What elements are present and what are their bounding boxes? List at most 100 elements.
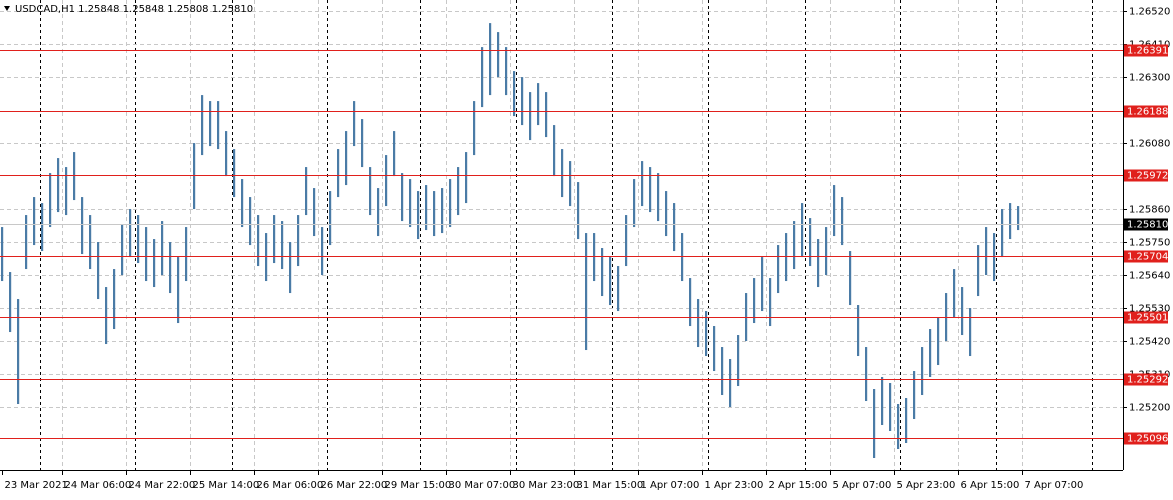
level-label-bg <box>1124 311 1168 324</box>
price-bar <box>41 203 44 252</box>
price-bar <box>649 167 652 213</box>
price-bar <box>25 215 28 270</box>
x-tick-label: 5 Apr 23:00 <box>897 480 956 491</box>
price-bar <box>201 95 204 156</box>
price-bar <box>633 179 636 228</box>
price-bar <box>961 287 964 336</box>
level-label-bg <box>1124 432 1168 445</box>
price-bar <box>801 203 804 258</box>
price-bar <box>257 215 260 267</box>
price-bar <box>473 101 476 156</box>
price-bar <box>865 347 868 402</box>
price-bar <box>329 191 332 246</box>
price-bar <box>345 131 348 186</box>
price-bar <box>161 221 164 276</box>
level-label: 1.26188 <box>1127 107 1168 118</box>
price-bar <box>33 197 36 246</box>
price-bar <box>721 347 724 396</box>
level-label-bg <box>1124 250 1168 263</box>
price-bar <box>441 188 444 234</box>
price-bar <box>905 398 908 444</box>
price-bar <box>833 185 836 237</box>
current-price-label: 1.25810 <box>1127 220 1168 231</box>
price-bar <box>929 329 932 378</box>
y-tick-label: 1.25750 <box>1129 238 1170 249</box>
price-bar <box>857 305 860 357</box>
level-label: 1.25501 <box>1127 313 1168 324</box>
price-bar <box>777 245 780 294</box>
price-bar <box>377 188 380 237</box>
price-bar <box>481 47 484 108</box>
price-bar <box>433 191 436 237</box>
price-bar <box>793 221 796 270</box>
price-bar <box>425 185 428 231</box>
price-bar <box>817 239 820 288</box>
price-bar <box>265 233 268 282</box>
price-bar <box>825 227 828 276</box>
price-bar <box>1009 203 1012 240</box>
price-bar <box>993 233 996 282</box>
marks <box>0 23 1123 459</box>
chart-title: USDCAD,H1 1.25848 1.25848 1.25808 1.2581… <box>15 4 253 15</box>
price-bar <box>697 299 700 348</box>
price-bar <box>705 311 708 357</box>
x-tick-label: 1 Apr 23:00 <box>705 480 764 491</box>
price-bar <box>785 233 788 282</box>
y-tick-label: 1.25640 <box>1129 271 1170 282</box>
price-bar <box>769 278 772 327</box>
price-bar <box>593 233 596 282</box>
price-bar <box>753 278 756 324</box>
price-bar <box>81 197 84 255</box>
price-bar <box>921 347 924 396</box>
price-bar <box>233 149 236 198</box>
price-bar <box>521 77 524 126</box>
price-bar <box>409 179 412 228</box>
price-bar <box>49 173 52 228</box>
price-bar <box>737 335 740 387</box>
price-bar <box>641 161 644 207</box>
price-bar <box>225 131 228 177</box>
price-bar <box>113 269 116 330</box>
menu-triangle[interactable] <box>4 6 10 11</box>
price-bar <box>761 257 764 312</box>
price-bar <box>1 227 4 282</box>
price-bar <box>73 152 76 201</box>
price-bar <box>385 155 388 207</box>
price-bar <box>577 182 580 240</box>
price-bar <box>1001 209 1004 258</box>
x-tick-label: 24 Mar 06:00 <box>65 480 132 491</box>
price-bar <box>617 266 620 312</box>
price-bar <box>313 188 316 237</box>
price-bar <box>465 152 468 204</box>
y-tick-label: 1.26520 <box>1129 7 1170 18</box>
x-tick-label: 26 Mar 06:00 <box>257 480 324 491</box>
price-bar <box>65 167 68 216</box>
price-bar <box>105 287 108 345</box>
price-bar <box>193 143 196 210</box>
price-bar <box>297 215 300 267</box>
price-bar <box>513 71 516 117</box>
price-bar <box>553 125 556 177</box>
price-bar <box>305 167 308 216</box>
level-label: 1.25972 <box>1127 171 1168 182</box>
x-tick-label: 25 Mar 14:00 <box>193 480 260 491</box>
price-bar <box>841 197 844 246</box>
price-bar <box>121 224 124 276</box>
price-bar <box>249 197 252 246</box>
price-bar <box>289 242 292 294</box>
price-bar <box>1017 206 1020 231</box>
price-bar <box>913 371 916 420</box>
y-tick-label: 1.26300 <box>1129 73 1170 84</box>
level-label-bg <box>1124 169 1168 182</box>
y-tick-label: 1.25860 <box>1129 205 1170 216</box>
price-bar <box>809 218 812 267</box>
level-label: 1.26391 <box>1127 46 1168 57</box>
y-tick-label: 1.25530 <box>1129 304 1170 315</box>
price-bar <box>609 257 612 306</box>
price-bar <box>369 167 372 216</box>
price-bar <box>169 242 172 294</box>
price-bar <box>361 119 364 168</box>
level-label: 1.25704 <box>1127 252 1168 263</box>
x-tick-label: 30 Mar 23:00 <box>513 480 580 491</box>
price-bar <box>585 233 588 351</box>
